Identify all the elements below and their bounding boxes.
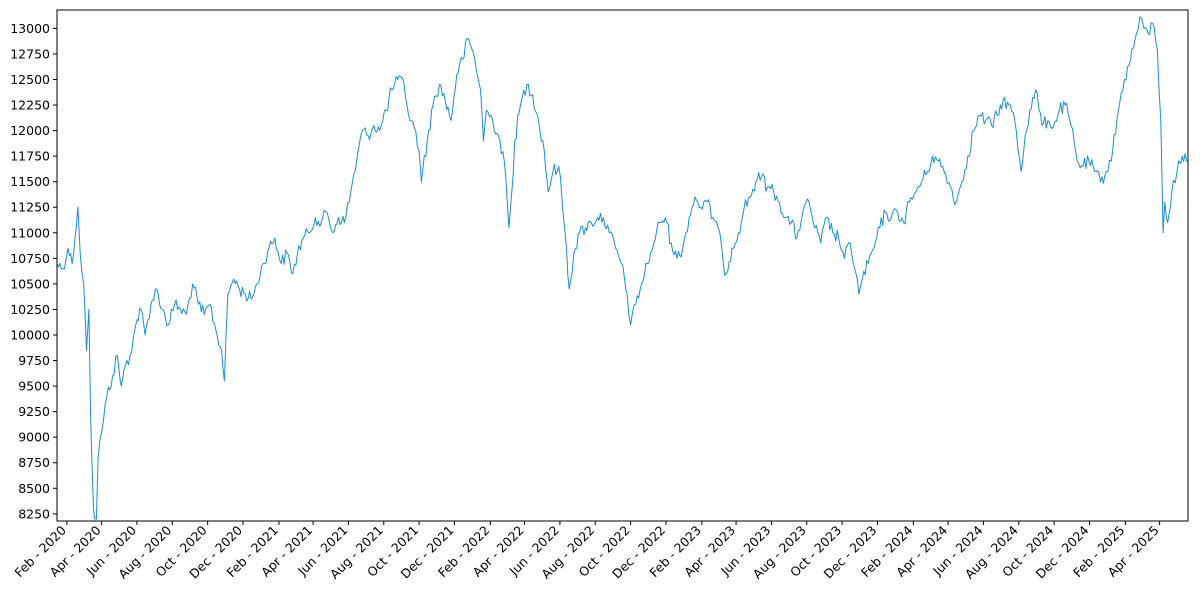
- y-tick-label: 10500: [10, 276, 50, 291]
- y-tick-label: 10750: [10, 251, 50, 266]
- y-tick-label: 9000: [18, 430, 50, 445]
- y-tick-label: 11750: [10, 149, 50, 164]
- y-tick-label: 13000: [10, 21, 50, 36]
- y-tick-label: 12750: [10, 46, 50, 61]
- y-tick-label: 11000: [10, 225, 50, 240]
- y-tick-label: 12250: [10, 98, 50, 113]
- y-tick-label: 9250: [18, 404, 50, 419]
- y-tick-label: 8500: [18, 481, 50, 496]
- axes-frame: [56, 9, 1189, 522]
- y-tick-label: 11250: [10, 200, 50, 215]
- y-tick-label: 10250: [10, 302, 50, 317]
- plot-area: [56, 16, 1189, 520]
- y-tick-label: 12000: [10, 123, 50, 138]
- series-line-0: [56, 16, 1189, 520]
- y-tick-label: 9500: [18, 379, 50, 394]
- y-tick-label: 12500: [10, 72, 50, 87]
- y-tick-label: 8250: [18, 506, 50, 521]
- y-axis: 8250 8500 8750 9000 9250 9500 9750 10000 10250 10…: [10, 21, 57, 521]
- y-tick-label: 8750: [18, 455, 50, 470]
- y-tick-label: 9750: [18, 353, 50, 368]
- y-tick-label: 10000: [10, 327, 50, 342]
- y-tick-label: 11500: [10, 174, 50, 189]
